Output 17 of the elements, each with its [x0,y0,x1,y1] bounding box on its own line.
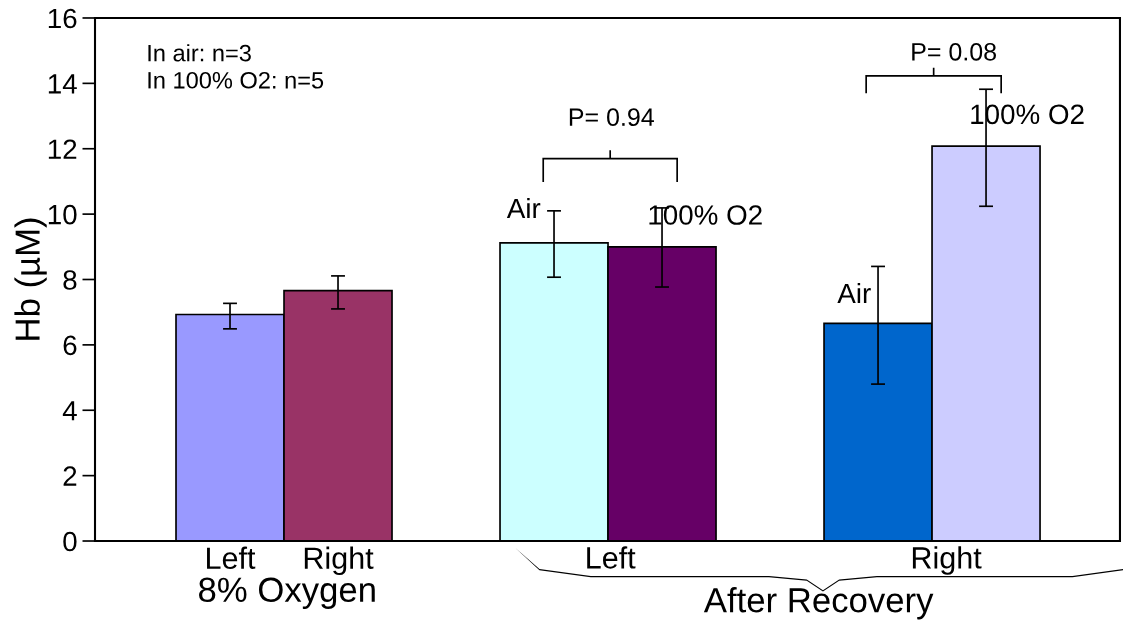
y-tick-label: 2 [63,466,77,486]
y-tick-label: 10 [48,204,77,225]
y-axis-title: Hb (µM) [14,218,47,340]
y-tick-label: 0 [63,531,77,552]
y-tick-label: 8 [63,270,77,290]
annotation: Air [506,197,541,219]
annotation: Air [837,282,871,304]
text: 8% Oxygen [199,577,375,609]
annotation: P= 0.94 [569,108,654,127]
y-tick-label: 4 [62,401,77,421]
y-tick-label: 16 [48,8,77,29]
annotation: In air: n=3 In 100% O2: n=5 [148,44,324,89]
text: After Recovery [703,587,934,620]
y-tick-label: 6 [63,335,77,356]
y-tick-label: 14 [48,74,77,94]
y-tick-label: 12 [48,139,77,159]
annotation: P= 0.08 [912,42,996,61]
